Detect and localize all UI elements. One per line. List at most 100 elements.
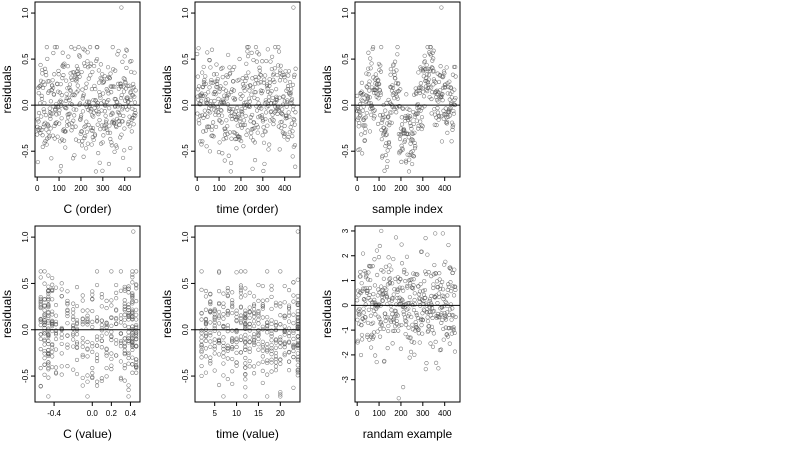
data-point xyxy=(104,351,109,356)
data-point xyxy=(265,349,270,354)
data-point xyxy=(287,114,292,119)
data-point xyxy=(42,349,47,354)
data-point xyxy=(230,303,235,308)
data-point xyxy=(221,350,226,355)
data-point xyxy=(282,300,287,305)
data-point xyxy=(359,132,364,137)
data-point xyxy=(392,287,397,292)
y-tick-label: -0.5 xyxy=(21,144,30,158)
data-point xyxy=(225,312,230,318)
data-point xyxy=(54,120,59,125)
data-point xyxy=(107,130,113,135)
data-point xyxy=(277,78,283,83)
data-point xyxy=(425,319,431,324)
data-point xyxy=(372,297,377,302)
data-point xyxy=(216,337,222,343)
data-point xyxy=(59,335,64,340)
data-point xyxy=(59,116,64,121)
data-point xyxy=(55,134,60,139)
data-point xyxy=(369,104,374,109)
data-points xyxy=(38,229,139,399)
data-point xyxy=(126,305,131,310)
data-point xyxy=(90,69,95,75)
data-point xyxy=(379,120,384,125)
data-point xyxy=(203,316,209,322)
data-point xyxy=(358,112,363,118)
y-tick-label: 0.0 xyxy=(21,324,30,336)
data-point xyxy=(96,151,101,156)
data-point xyxy=(109,315,114,320)
data-point xyxy=(411,271,416,276)
data-point xyxy=(212,90,217,95)
data-point xyxy=(99,292,104,297)
data-point xyxy=(287,79,293,85)
data-point xyxy=(109,140,114,145)
data-point xyxy=(266,103,271,109)
data-point xyxy=(447,307,453,312)
data-point xyxy=(109,143,114,148)
y-tick-label: 0.0 xyxy=(181,99,190,111)
data-point xyxy=(254,122,259,128)
data-point xyxy=(436,99,441,104)
data-point xyxy=(221,86,226,91)
data-point xyxy=(430,315,435,321)
data-point xyxy=(367,88,372,93)
y-axis-label: residuals xyxy=(0,65,14,113)
data-point xyxy=(371,45,376,50)
data-point xyxy=(415,88,420,93)
data-point xyxy=(249,92,254,97)
y-axis-label: residuals xyxy=(320,290,334,338)
data-point xyxy=(84,81,89,86)
data-point xyxy=(130,370,135,375)
data-point xyxy=(366,307,371,312)
data-point xyxy=(447,325,452,331)
data-point xyxy=(104,306,109,311)
data-point xyxy=(269,328,274,333)
data-point xyxy=(273,357,279,362)
data-point xyxy=(99,376,104,381)
data-point xyxy=(425,89,430,94)
data-point xyxy=(79,143,85,148)
data-point xyxy=(295,358,300,363)
data-point xyxy=(380,287,385,293)
data-point xyxy=(295,316,300,321)
data-point xyxy=(394,94,399,99)
data-point xyxy=(417,292,422,297)
data-point xyxy=(58,164,64,169)
data-point xyxy=(267,80,272,85)
data-point xyxy=(203,320,209,325)
data-point xyxy=(278,313,283,318)
data-point xyxy=(97,80,102,85)
data-point xyxy=(390,341,395,346)
data-point xyxy=(386,328,391,334)
data-point xyxy=(44,73,49,78)
data-point xyxy=(400,106,405,111)
data-point xyxy=(356,321,362,326)
data-point xyxy=(71,331,76,336)
data-point xyxy=(391,292,396,297)
data-point xyxy=(94,383,100,388)
data-point xyxy=(453,314,458,320)
data-point xyxy=(431,285,436,291)
data-point xyxy=(221,304,226,310)
data-point xyxy=(252,126,257,131)
data-point xyxy=(217,89,222,94)
data-point xyxy=(445,130,450,135)
data-point xyxy=(80,308,85,313)
data-point xyxy=(204,124,210,129)
data-point xyxy=(99,323,104,328)
data-point xyxy=(295,367,300,372)
data-point xyxy=(199,269,204,274)
data-point xyxy=(430,50,435,55)
data-point xyxy=(387,120,392,125)
data-point xyxy=(50,282,55,287)
data-point xyxy=(243,347,248,352)
data-point xyxy=(239,125,244,130)
data-point xyxy=(61,73,66,78)
data-point xyxy=(131,122,136,127)
data-point xyxy=(251,332,257,337)
data-point xyxy=(285,137,290,142)
data-point xyxy=(116,111,122,116)
data-point xyxy=(224,136,229,141)
data-point xyxy=(99,123,105,128)
